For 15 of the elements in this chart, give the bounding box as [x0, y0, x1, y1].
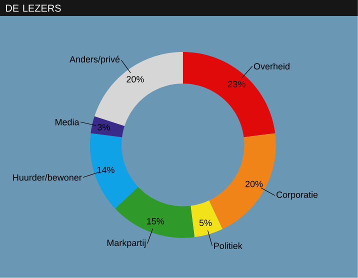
slice-label: Politiek: [214, 242, 242, 250]
slice-label: Media: [56, 118, 80, 126]
data-label: 15%: [147, 218, 164, 225]
slice-label: Huurder/bewoner: [13, 174, 82, 181]
slice-label: Overheid: [254, 62, 290, 70]
slice-label: Anders/privé: [70, 56, 120, 64]
data-label: 20%: [126, 76, 144, 83]
slice-label: Corporatie: [276, 191, 318, 200]
data-label: 5%: [199, 220, 212, 226]
chart-title: DE LEZERS: [6, 4, 61, 12]
data-label: 3%: [98, 124, 110, 130]
data-label: 23%: [228, 80, 246, 88]
slice-label: Markpartij: [107, 240, 146, 248]
data-label: 20%: [245, 180, 263, 188]
data-label: 14%: [97, 166, 114, 174]
